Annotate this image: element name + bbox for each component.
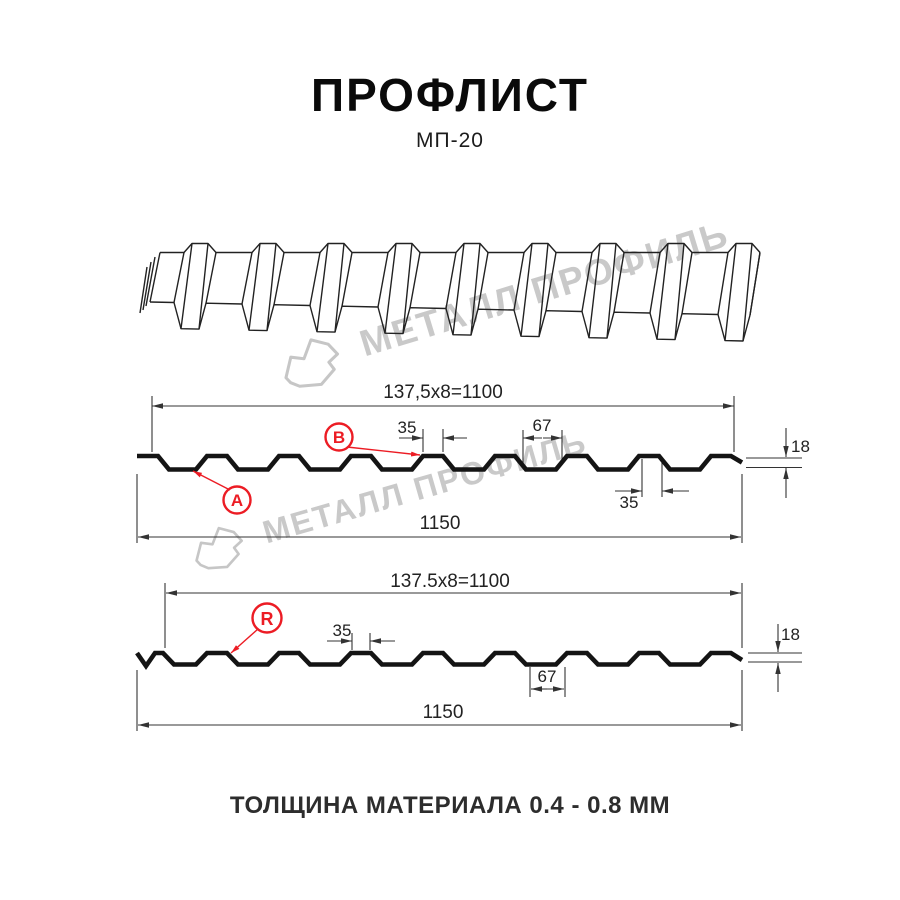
label-b: B: [333, 428, 345, 447]
dim-profile-height-2: 18: [781, 625, 800, 644]
metal-profile-watermark-middle: МЕТАЛЛ ПРОФИЛЬ: [183, 415, 593, 580]
label-b-circle: [324, 422, 354, 452]
product-model: МП-20: [416, 129, 484, 152]
label-r: R: [261, 609, 274, 629]
cross-section-profile-bottom: [135, 650, 744, 671]
label-a: A: [231, 491, 243, 510]
dim-valley-width: 67: [533, 416, 552, 435]
metal-profile-watermark-top: МЕТАЛЛ ПРОФИЛЬ: [270, 203, 737, 400]
dim-overall-width-2: 1150: [423, 702, 464, 723]
dim-module-bottom: 137.5x8=1100: [390, 571, 510, 592]
cross-section-profile-top: [137, 453, 744, 472]
dim-valley-width-2: 67: [538, 667, 557, 686]
label-r-circle: [251, 602, 283, 634]
dim-overall-width: 1150: [420, 513, 461, 534]
callout-labels: A B R: [192, 422, 421, 654]
dim-rib-top-width-lower: 35: [620, 493, 639, 512]
page-title: ПРОФЛИСТ: [311, 69, 589, 121]
extension-lines: [136, 396, 802, 731]
material-thickness-note: ТОЛЩИНА МАТЕРИАЛА 0.4 - 0.8 ММ: [229, 792, 671, 819]
dim-profile-height: 18: [791, 437, 810, 456]
watermark-logo-icon: [195, 526, 243, 570]
label-a-circle: [222, 485, 252, 515]
dim-rib-top-width-2: 35: [333, 621, 352, 640]
dim-rib-top-width: 35: [398, 418, 417, 437]
profile-3d-sketch: [139, 242, 761, 342]
dim-module-top: 137,5x8=1100: [383, 382, 503, 403]
watermark-logo-icon: [284, 338, 340, 388]
dimension-arrows: [138, 403, 789, 728]
